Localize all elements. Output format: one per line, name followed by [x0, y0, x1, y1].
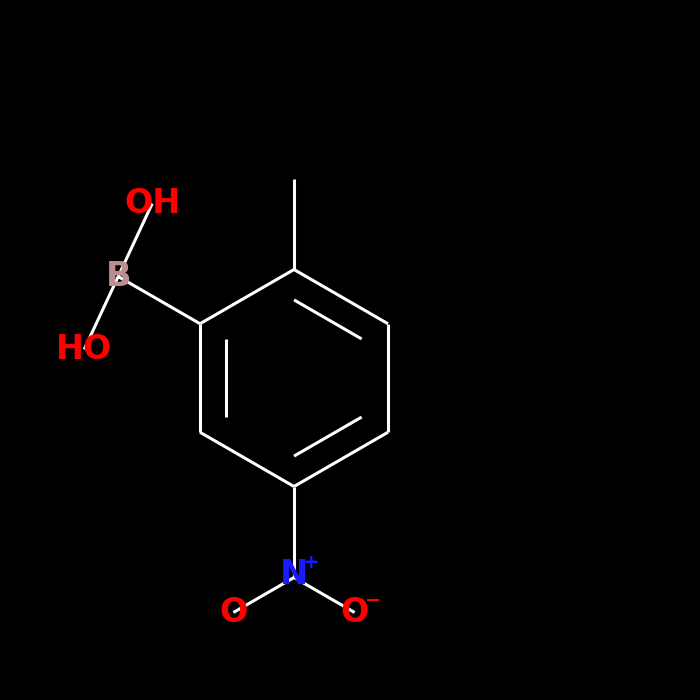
Text: N: N — [280, 557, 308, 591]
Text: −: − — [365, 590, 381, 610]
Text: HO: HO — [56, 333, 112, 366]
Text: O: O — [340, 596, 369, 629]
Text: +: + — [303, 552, 320, 572]
Text: B: B — [106, 260, 131, 293]
Text: O: O — [219, 596, 248, 629]
Text: OH: OH — [124, 187, 181, 220]
